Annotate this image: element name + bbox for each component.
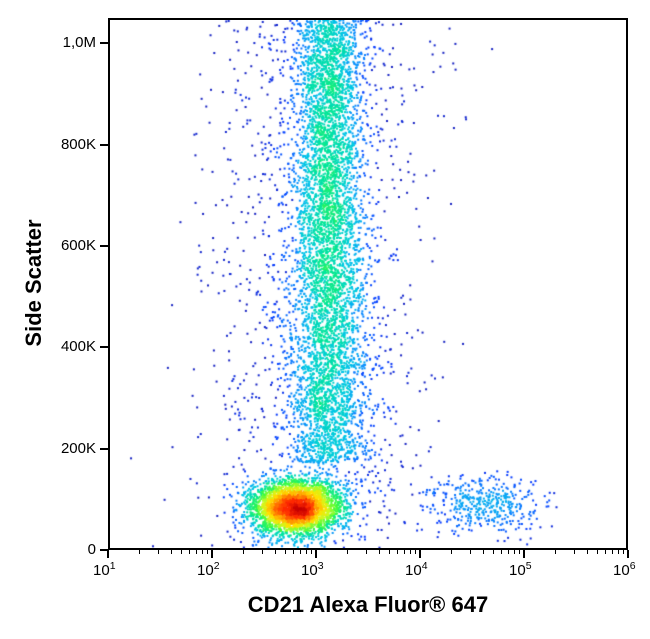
x-minor-tick [171, 550, 172, 554]
y-tick-label: 800K [61, 136, 96, 153]
x-tick-mark [315, 550, 317, 558]
x-minor-tick [451, 550, 452, 554]
x-minor-tick [189, 550, 190, 554]
y-tick-label: 0 [88, 541, 96, 558]
x-minor-tick [275, 550, 276, 554]
x-minor-tick [612, 550, 613, 554]
x-minor-tick [196, 550, 197, 554]
y-tick-mark [100, 42, 108, 44]
y-tick-label: 400K [61, 338, 96, 355]
x-minor-tick [618, 550, 619, 554]
x-tick-mark [107, 550, 109, 558]
x-minor-tick [181, 550, 182, 554]
figure: Side Scatter CD21 Alexa Fluor® 647 0 200K… [0, 0, 650, 639]
x-axis-label: CD21 Alexa Fluor® 647 [108, 592, 628, 618]
x-minor-tick [605, 550, 606, 554]
x-minor-tick [262, 550, 263, 554]
x-tick-label: 102 [197, 560, 220, 579]
y-tick-mark [100, 346, 108, 348]
x-minor-tick [243, 550, 244, 554]
x-minor-tick [293, 550, 294, 554]
y-tick-label: 1,0M [63, 34, 96, 51]
x-minor-tick [300, 550, 301, 554]
x-tick-label: 106 [613, 560, 636, 579]
x-minor-tick [389, 550, 390, 554]
x-minor-tick [493, 550, 494, 554]
x-minor-tick [347, 550, 348, 554]
x-minor-tick [410, 550, 411, 554]
x-minor-tick [501, 550, 502, 554]
x-tick-label: 101 [93, 560, 116, 579]
x-minor-tick [379, 550, 380, 554]
y-tick-mark [100, 245, 108, 247]
x-minor-tick [207, 550, 208, 554]
x-minor-tick [404, 550, 405, 554]
x-minor-tick [139, 550, 140, 554]
x-tick-mark [419, 550, 421, 558]
y-tick-label: 600K [61, 237, 96, 254]
x-tick-label: 104 [405, 560, 428, 579]
x-minor-tick [623, 550, 624, 554]
x-minor-tick [158, 550, 159, 554]
x-minor-tick [597, 550, 598, 554]
x-minor-tick [470, 550, 471, 554]
plot-area [108, 18, 628, 550]
x-minor-tick [397, 550, 398, 554]
x-minor-tick [306, 550, 307, 554]
x-tick-mark [627, 550, 629, 558]
density-canvas [110, 20, 626, 548]
x-tick-mark [523, 550, 525, 558]
x-minor-tick [311, 550, 312, 554]
x-minor-tick [555, 550, 556, 554]
y-tick-label: 200K [61, 440, 96, 457]
x-minor-tick [519, 550, 520, 554]
y-tick-mark [100, 448, 108, 450]
x-tick-label: 103 [301, 560, 324, 579]
x-minor-tick [574, 550, 575, 554]
y-tick-mark [100, 144, 108, 146]
x-tick-label: 105 [509, 560, 532, 579]
y-axis-label: Side Scatter [21, 193, 47, 373]
x-minor-tick [483, 550, 484, 554]
x-tick-mark [211, 550, 213, 558]
x-minor-tick [514, 550, 515, 554]
x-minor-tick [202, 550, 203, 554]
x-minor-tick [587, 550, 588, 554]
x-minor-tick [415, 550, 416, 554]
x-minor-tick [508, 550, 509, 554]
x-minor-tick [366, 550, 367, 554]
x-minor-tick [285, 550, 286, 554]
